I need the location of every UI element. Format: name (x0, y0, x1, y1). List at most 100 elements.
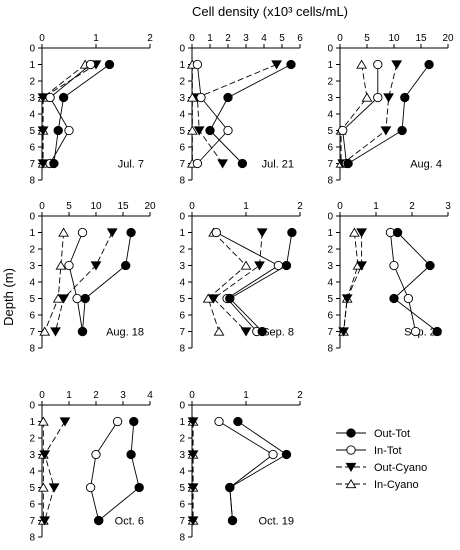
data-point-out-tot (129, 416, 139, 427)
series-line-in-tot (196, 64, 229, 164)
panel-jul-7: 0 1 2 0 1 2 3 4 5 6 7 8 Jul. 7 (29, 33, 153, 187)
data-point-out-cyano (391, 60, 403, 70)
data-point-in-tot (214, 416, 224, 427)
data-point-out-cyano (37, 126, 49, 136)
data-point-out-cyano (341, 294, 353, 304)
panel-aug-18: 0 5 10 15 20 0 1 2 3 4 5 6 7 8 Aug. 18 (29, 201, 156, 355)
y-tick-label: 7 (327, 159, 333, 170)
data-point-in-tot (85, 59, 96, 70)
series-line-out-tot (82, 232, 132, 332)
y-tick-label: 8 (29, 176, 35, 187)
data-point-out-cyano (193, 126, 205, 136)
series-line-in-tot (216, 232, 280, 332)
data-point-out-tot (205, 125, 215, 136)
data-point-in-tot (338, 125, 348, 136)
data-point-out-cyano (380, 126, 392, 136)
data-point-out-cyano (50, 327, 61, 337)
x-tick-label: 5 (279, 33, 285, 44)
y-tick-label: 1 (29, 60, 35, 71)
x-tick-label: 1 (93, 33, 99, 44)
y-tick-label: 2 (179, 245, 185, 256)
y-tick-label: 0 (179, 401, 185, 412)
series-line-in-cyano (207, 232, 247, 332)
x-tick-label: 1 (243, 390, 249, 401)
x-tick-label: 0 (39, 390, 45, 401)
x-tick-label: 10 (90, 201, 102, 212)
x-tick-label: 2 (147, 33, 153, 44)
y-tick-label: 3 (179, 450, 185, 461)
x-tick-label: 20 (144, 201, 156, 212)
y-tick-label: 4 (179, 110, 185, 121)
x-tick-label: 4 (147, 390, 153, 401)
y-tick-label: 1 (179, 60, 185, 71)
y-tick-label: 0 (179, 212, 185, 223)
x-tick-label: 0 (39, 201, 45, 212)
y-tick-label: 3 (179, 261, 185, 272)
x-tick-label: 5 (364, 33, 370, 44)
data-point-in-tot (85, 482, 96, 493)
data-point-in-tot (112, 416, 123, 427)
series-line-out-cyano (343, 232, 363, 332)
x-tick-label: 3 (243, 33, 249, 44)
data-point-in-tot (64, 125, 74, 136)
data-point-in-cyano (202, 293, 214, 303)
y-tick-label: 7 (179, 516, 185, 527)
data-point-in-cyano (240, 260, 252, 270)
series-line-in-tot (218, 421, 274, 521)
data-point-out-cyano (240, 327, 252, 337)
date-label: Aug. 18 (106, 327, 144, 339)
x-tick-label: 2 (297, 201, 303, 212)
data-point-out-cyano (356, 228, 367, 238)
data-point-out-cyano (208, 294, 219, 304)
x-tick-label: 4 (261, 33, 267, 44)
data-point-out-tot (80, 293, 90, 304)
data-point-in-cyano (356, 59, 367, 69)
y-tick-label: 6 (179, 143, 185, 154)
data-point-out-tot (424, 59, 434, 70)
legend-marker (345, 478, 357, 489)
legend-label: In-Cyano (374, 479, 419, 491)
data-point-out-tot (397, 125, 407, 136)
legend-marker (345, 462, 357, 473)
y-tick-label: 4 (29, 467, 35, 478)
legend-item-in-cyano: In-Cyano (336, 478, 419, 491)
legend-label: In-Tot (374, 445, 402, 457)
y-tick-label: 8 (327, 176, 333, 187)
x-tick-label: 1 (66, 390, 72, 401)
data-point-out-cyano (58, 294, 69, 304)
series-line-in-tot (342, 64, 379, 164)
y-tick-label: 0 (29, 44, 35, 55)
date-label: Jul. 7 (118, 159, 144, 171)
x-tick-label: 0 (189, 390, 195, 401)
legend-item-in-tot: In-Tot (336, 445, 402, 457)
data-point-out-cyano (37, 93, 49, 103)
data-point-out-tot (227, 515, 238, 526)
x-tick-label: 10 (388, 33, 400, 44)
data-point-in-tot (403, 293, 414, 304)
data-point-in-tot (192, 158, 203, 169)
data-point-in-tot (410, 326, 421, 337)
x-tick-label: 15 (415, 33, 427, 44)
data-point-in-tot (72, 293, 82, 304)
y-tick-label: 4 (179, 278, 185, 289)
series-line-in-cyano (44, 232, 65, 332)
x-tick-label: 6 (297, 33, 303, 44)
y-tick-label: 8 (179, 533, 185, 544)
y-tick-label: 3 (29, 450, 35, 461)
data-point-out-cyano (187, 417, 199, 427)
x-tick-label: 5 (66, 201, 72, 212)
y-tick-label: 4 (327, 110, 333, 121)
data-point-out-tot (126, 449, 136, 460)
x-tick-label: 2 (297, 390, 303, 401)
series-line-in-tot (49, 64, 91, 164)
series-line-out-cyano (42, 64, 97, 164)
data-point-out-cyano (383, 93, 394, 103)
data-point-out-tot (225, 482, 235, 493)
y-tick-label: 8 (179, 344, 185, 355)
data-point-in-cyano (39, 326, 51, 336)
data-point-out-cyano (90, 261, 102, 271)
data-point-out-tot (94, 515, 104, 526)
y-tick-label: 5 (327, 294, 333, 305)
